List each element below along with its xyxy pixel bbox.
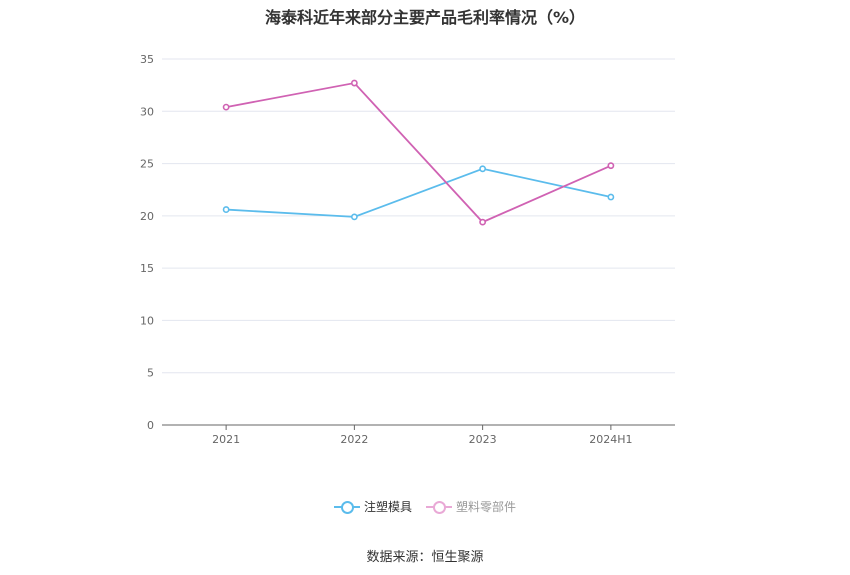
y-tick-label: 5	[147, 367, 154, 380]
x-tick-label: 2024H1	[589, 433, 632, 446]
legend-label: 塑料零部件	[456, 500, 517, 514]
data-point[interactable]	[350, 213, 358, 221]
data-source: 数据来源：恒生聚源	[366, 550, 484, 565]
y-tick-label: 10	[140, 314, 154, 327]
series-lines	[222, 79, 615, 226]
y-tick-label: 25	[140, 158, 154, 171]
legend-item-series-1[interactable]: 塑料零部件	[426, 498, 516, 515]
data-point[interactable]	[607, 193, 615, 201]
data-point[interactable]	[479, 218, 487, 226]
y-tick-label: 30	[140, 105, 154, 118]
legend-label: 注塑模具	[363, 500, 412, 514]
series-1	[222, 79, 615, 226]
data-point[interactable]	[222, 103, 230, 111]
legend-marker-icon	[333, 500, 360, 514]
gridlines	[162, 58, 675, 374]
y-tick-label: 20	[140, 210, 154, 223]
y-tick-label: 15	[140, 262, 154, 275]
y-tick-label: 35	[140, 53, 154, 66]
chart-title: 海泰科近年来部分主要产品毛利率情况（%）	[264, 8, 586, 27]
legend-marker-icon	[426, 500, 452, 514]
legend: 注塑模具 塑料零部件	[0, 498, 850, 515]
y-axis-ticks: 0 5 10 15 20 25 30 35	[140, 53, 154, 432]
series-0	[222, 165, 615, 221]
y-tick-label: 0	[147, 419, 154, 432]
series-line	[225, 82, 612, 224]
series-line	[226, 167, 612, 218]
x-tick-label: 2023	[469, 433, 497, 446]
data-point[interactable]	[607, 162, 615, 170]
x-axis: 2021 2022 2023 2024H1	[162, 424, 675, 446]
data-point[interactable]	[350, 79, 358, 87]
legend-item-series-0[interactable]: 注塑模具	[333, 498, 412, 515]
x-tick-label: 2022	[340, 433, 368, 446]
data-point[interactable]	[222, 206, 230, 213]
x-tick-label: 2021	[212, 433, 240, 446]
data-point[interactable]	[479, 165, 487, 173]
